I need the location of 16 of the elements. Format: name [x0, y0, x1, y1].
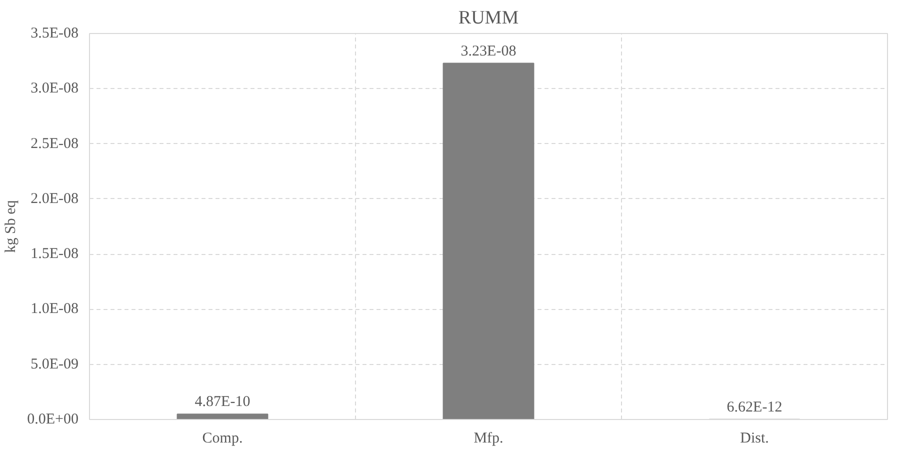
y-axis-title: kg Sb eq — [3, 200, 20, 253]
y-tick-label: 5.0E-09 — [30, 356, 79, 372]
y-tick-label: 2.0E-08 — [30, 190, 79, 207]
y-tick-label: 3.0E-08 — [30, 80, 79, 97]
y-tick-label: 3.5E-08 — [30, 26, 79, 42]
x-tick-label: Mfp. — [474, 430, 504, 446]
data-label: 4.87E-10 — [194, 394, 250, 410]
data-label: 6.62E-12 — [726, 399, 782, 416]
y-tick-label: 2.5E-08 — [30, 136, 79, 152]
data-label: 3.23E-08 — [460, 43, 516, 60]
x-tick-label: Comp. — [202, 430, 243, 446]
y-tick-label: 1.5E-08 — [30, 246, 79, 262]
chart-title: RUMM — [458, 8, 519, 28]
y-tick-label: 0.0E+00 — [27, 412, 79, 428]
y-tick-label: 1.0E-08 — [30, 301, 79, 318]
x-tick-label: Dist. — [740, 430, 769, 446]
